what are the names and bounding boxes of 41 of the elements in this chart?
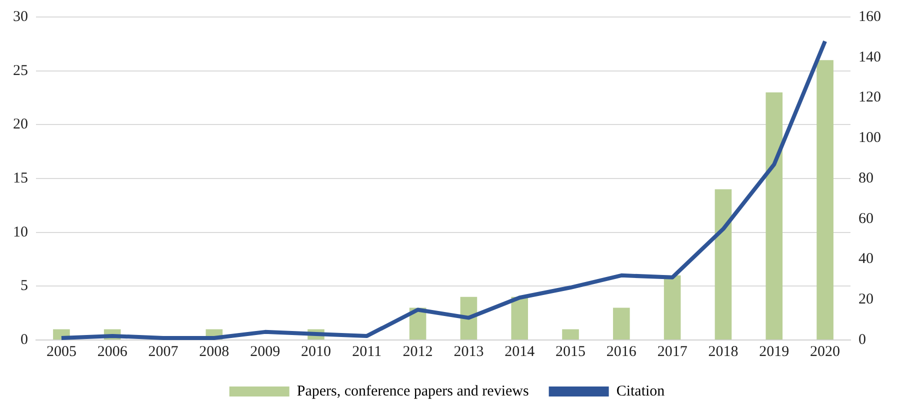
x-tick-label: 2020: [810, 344, 840, 360]
x-tick-label: 2019: [759, 344, 790, 360]
x-tick-label: 2017: [657, 344, 688, 360]
x-tick-label: 2008: [199, 344, 230, 360]
y2-tick-label: 160: [858, 8, 881, 25]
bar: [766, 92, 783, 340]
bar: [714, 189, 732, 340]
x-tick-label: 2013: [454, 344, 484, 360]
x-tick-label: 2006: [97, 344, 128, 360]
y2-tick-label: 120: [858, 90, 881, 106]
x-tick-label: 2009: [250, 344, 280, 360]
y2-tick-label: 140: [858, 49, 881, 66]
legend-label: Papers, conference papers and reviews: [296, 383, 529, 400]
x-tick-label: 2011: [352, 344, 382, 360]
bar: [511, 296, 528, 340]
legend-label: Citation: [616, 383, 666, 400]
bar: [613, 308, 630, 340]
x-tick-label: 2018: [708, 344, 738, 360]
y2-tick-label: 0: [858, 332, 866, 348]
y-tick-label: 20: [13, 116, 28, 133]
x-tick-label: 2014: [504, 344, 536, 360]
y-tick-label: 5: [20, 278, 28, 294]
y-tick-label: 30: [13, 8, 28, 25]
x-tick-label: 2007: [148, 344, 179, 360]
bar: [562, 329, 579, 340]
x-tick-label: 2016: [606, 344, 637, 360]
y2-tick-label: 60: [858, 210, 874, 227]
bar: [664, 275, 681, 340]
bar: [816, 60, 834, 340]
y-tick-label: 10: [13, 224, 28, 240]
x-tick-label: 2010: [300, 344, 331, 360]
y2-tick-label: 40: [858, 251, 874, 268]
y2-tick-label: 100: [858, 130, 881, 146]
y2-tick-label: 80: [858, 170, 874, 186]
y-tick-label: 0: [20, 332, 28, 348]
y2-tick-label: 20: [858, 292, 874, 308]
x-tick-label: 2015: [556, 344, 586, 360]
y-tick-label: 25: [13, 62, 28, 79]
x-tick-label: 2005: [46, 344, 76, 360]
y-tick-label: 15: [13, 170, 28, 186]
x-tick-label: 2012: [402, 344, 433, 360]
